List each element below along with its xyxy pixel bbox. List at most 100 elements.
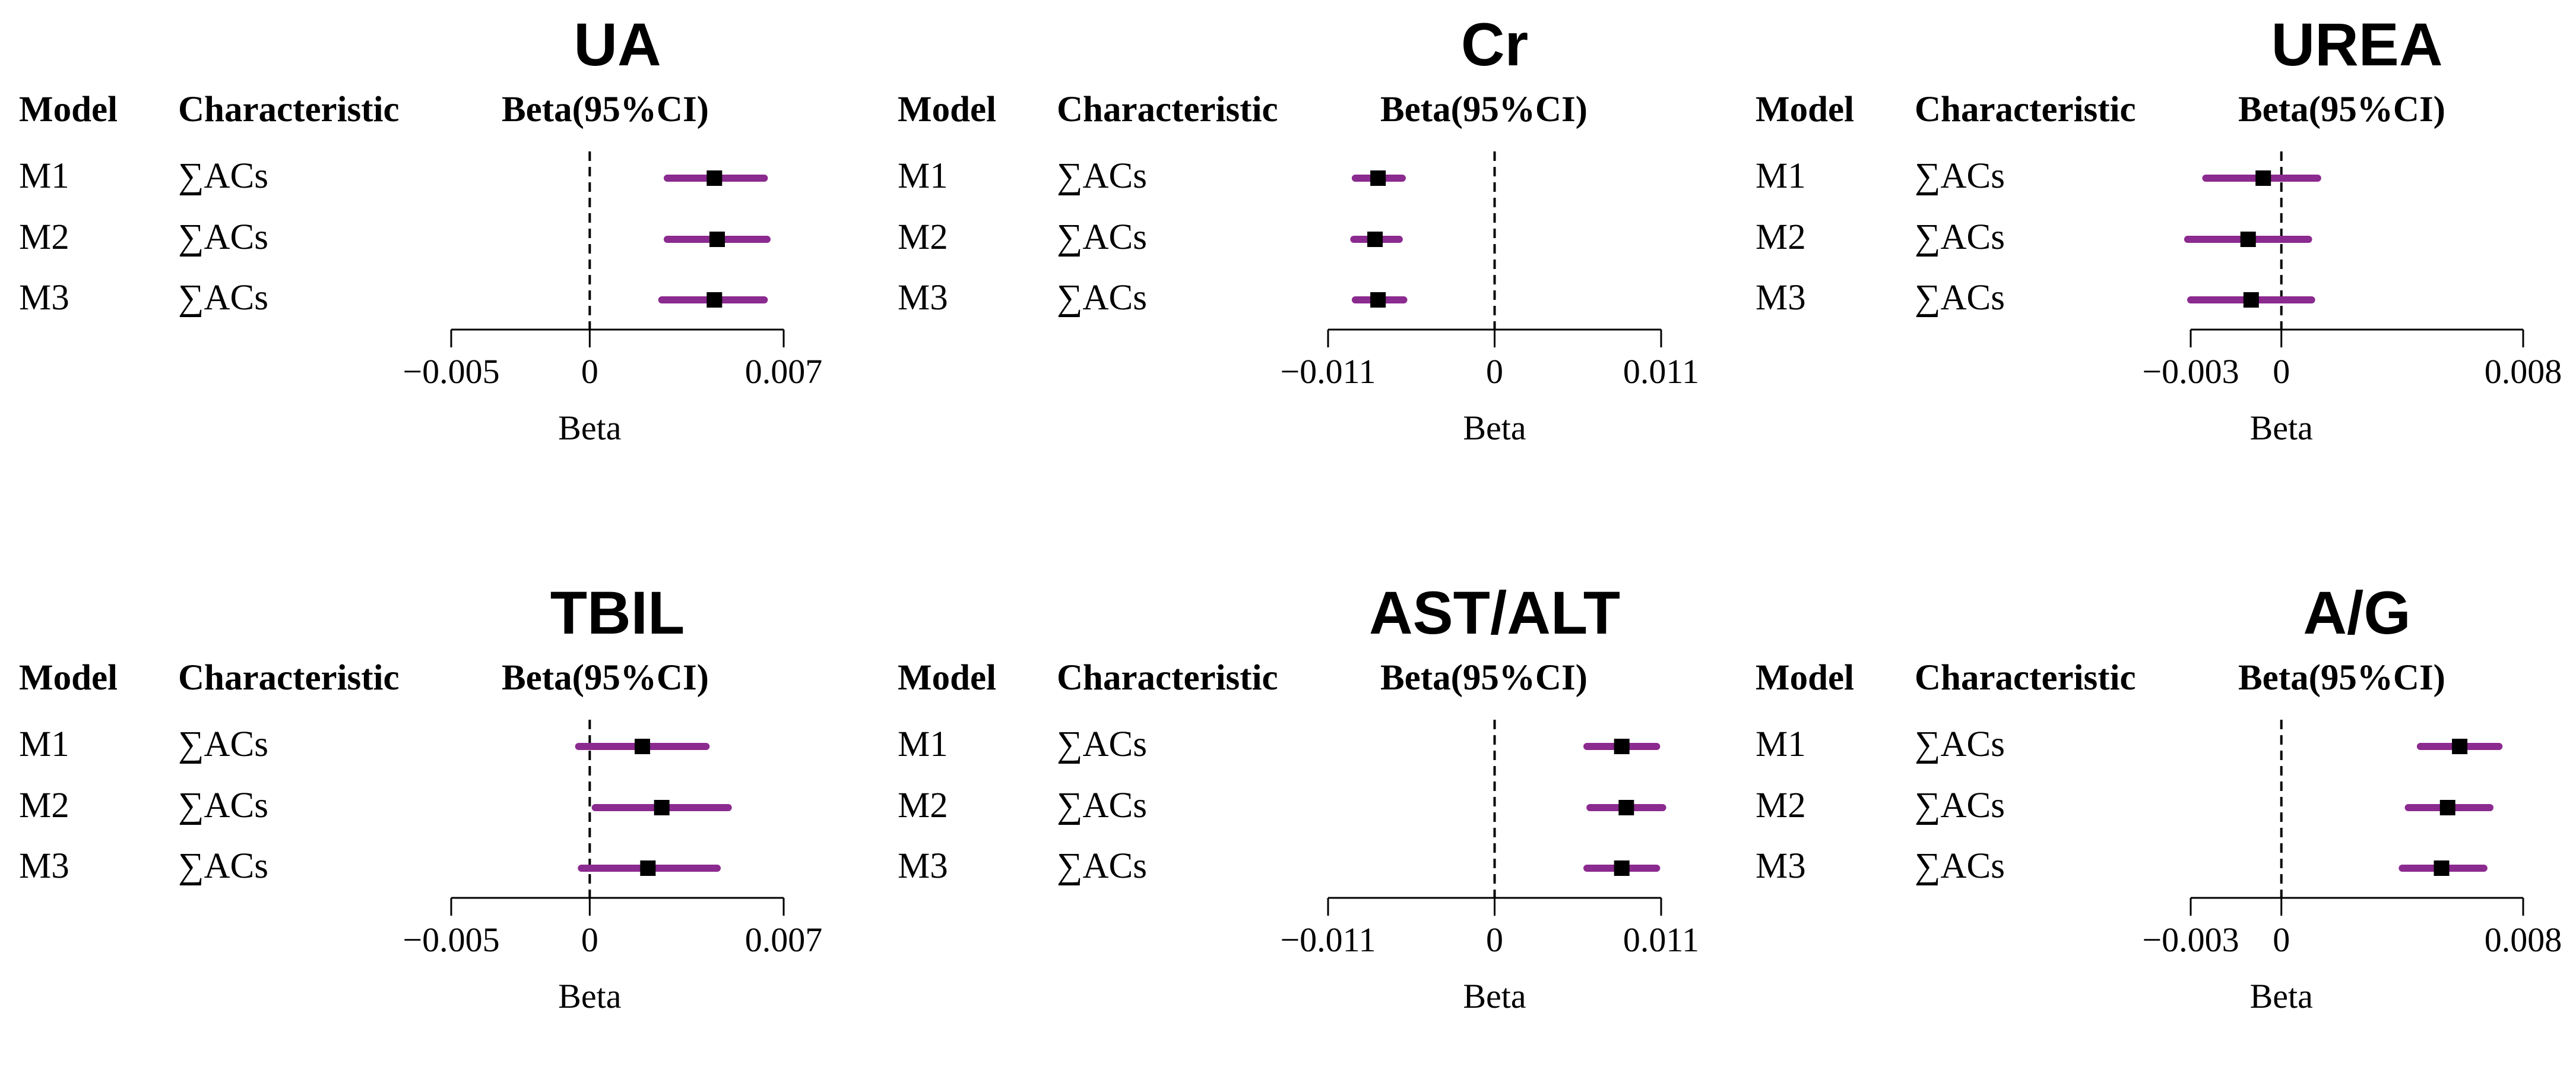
x-tick-label: 0 — [1486, 920, 1503, 959]
x-tick-label: 0.008 — [2485, 920, 2562, 959]
characteristic-cell: ∑ACs — [1057, 786, 1147, 825]
characteristic-cell: ∑ACs — [1057, 846, 1147, 886]
model-cell: M3 — [898, 846, 948, 886]
column-header-beta: Beta(95%CI) — [2238, 90, 2445, 129]
beta-point — [1618, 800, 1634, 815]
characteristic-cell: ∑ACs — [1915, 846, 2005, 886]
beta-point — [640, 860, 656, 876]
beta-point — [654, 800, 670, 815]
characteristic-cell: ∑ACs — [178, 217, 268, 257]
model-cell: M1 — [898, 724, 948, 764]
panel-title: A/G — [2303, 579, 2411, 647]
forest-plot: −0.003 0 0.008 Beta — [2142, 151, 2562, 447]
model-cell: M2 — [19, 217, 69, 257]
characteristic-cell: ∑ACs — [1057, 217, 1147, 257]
model-cell: M1 — [1756, 724, 1806, 764]
panel-title: TBIL — [550, 579, 685, 647]
panel-title: Cr — [1460, 11, 1529, 78]
x-tick-label: 0 — [2273, 352, 2290, 391]
model-cell: M1 — [1756, 156, 1806, 196]
beta-point — [635, 739, 650, 754]
column-header-model: Model — [1756, 90, 1855, 129]
x-tick-label: 0 — [581, 920, 598, 959]
model-cell: M3 — [19, 846, 69, 886]
x-tick-label: 0.011 — [1623, 920, 1699, 959]
model-cell: M3 — [1756, 278, 1806, 318]
characteristic-cell: ∑ACs — [1057, 724, 1147, 764]
beta-point — [2240, 232, 2256, 247]
x-tick-label: −0.003 — [2142, 920, 2239, 959]
x-axis-label: Beta — [1463, 409, 1526, 447]
beta-point — [2439, 800, 2455, 815]
x-tick-label: 0 — [581, 352, 598, 391]
characteristic-cell: ∑ACs — [1057, 156, 1147, 196]
model-cell: M1 — [19, 724, 69, 764]
x-tick-label: −0.005 — [403, 352, 499, 391]
x-tick-label: −0.005 — [403, 920, 499, 959]
panel-title: UA — [573, 11, 661, 78]
characteristic-cell: ∑ACs — [178, 786, 268, 825]
beta-point — [1614, 860, 1630, 876]
x-axis-label: Beta — [2250, 409, 2313, 447]
column-header-model: Model — [19, 658, 118, 698]
column-header-model: Model — [1756, 658, 1855, 698]
beta-point — [1614, 739, 1630, 754]
model-cell: M3 — [898, 278, 948, 318]
beta-point — [2452, 739, 2468, 754]
x-tick-label: 0 — [1486, 352, 1503, 391]
beta-point — [2434, 860, 2450, 876]
beta-point — [2243, 292, 2259, 308]
x-tick-label: 0.011 — [1623, 352, 1699, 391]
beta-point — [1370, 170, 1386, 186]
column-header-characteristic: Characteristic — [1057, 658, 1278, 698]
forest-panel: Cr Model Characteristic Beta(95%CI) M1 ∑ACs M2… — [879, 0, 1734, 511]
characteristic-cell: ∑ACs — [178, 156, 268, 196]
column-header-characteristic: Characteristic — [1057, 90, 1278, 129]
model-cell: M1 — [19, 156, 69, 196]
panel-title: UREA — [2271, 11, 2443, 78]
beta-point — [706, 292, 723, 308]
characteristic-cell: ∑ACs — [178, 846, 268, 886]
forest-plot: −0.005 0 0.007 Beta — [403, 720, 823, 1015]
beta-point — [1370, 292, 1386, 308]
forest-plot: −0.011 0 0.011 Beta — [1280, 151, 1699, 447]
beta-point — [2255, 170, 2271, 186]
forest-plot: −0.005 0 0.007 Beta — [403, 151, 823, 447]
beta-point — [709, 232, 725, 247]
beta-point — [706, 170, 723, 186]
column-header-beta: Beta(95%CI) — [1380, 658, 1588, 698]
characteristic-cell: ∑ACs — [1057, 278, 1147, 318]
model-cell: M2 — [898, 786, 948, 825]
x-tick-label: −0.011 — [1280, 920, 1376, 959]
x-tick-label: 0.007 — [745, 920, 823, 959]
model-cell: M3 — [1756, 846, 1806, 886]
forest-panel: AST/ALT Model Characteristic Beta(95%CI) M1 ∑… — [879, 568, 1734, 1079]
model-cell: M3 — [19, 278, 69, 318]
column-header-beta: Beta(95%CI) — [2238, 658, 2445, 698]
column-header-characteristic: Characteristic — [178, 90, 400, 129]
characteristic-cell: ∑ACs — [1915, 278, 2005, 318]
column-header-model: Model — [19, 90, 118, 129]
characteristic-cell: ∑ACs — [1915, 156, 2005, 196]
forest-panel: UA Model Characteristic Beta(95%CI) M1 ∑ACs M2… — [0, 0, 855, 511]
model-cell: M2 — [1756, 217, 1806, 257]
beta-point — [1367, 232, 1383, 247]
forest-panel: A/G Model Characteristic Beta(95%CI) M1 ∑ACs M… — [1737, 568, 2576, 1079]
characteristic-cell: ∑ACs — [1915, 786, 2005, 825]
column-header-characteristic: Characteristic — [1915, 658, 2136, 698]
x-tick-label: 0.008 — [2485, 352, 2562, 391]
model-cell: M2 — [1756, 786, 1806, 825]
forest-panel: TBIL Model Characteristic Beta(95%CI) M1 ∑ACs… — [0, 568, 855, 1079]
column-header-beta: Beta(95%CI) — [1380, 90, 1588, 129]
x-tick-label: −0.003 — [2142, 352, 2239, 391]
column-header-characteristic: Characteristic — [1915, 90, 2136, 129]
panel-title: AST/ALT — [1368, 579, 1621, 647]
x-tick-label: 0 — [2273, 920, 2290, 959]
column-header-characteristic: Characteristic — [178, 658, 400, 698]
x-axis-label: Beta — [1463, 977, 1526, 1015]
x-tick-label: 0.007 — [745, 352, 823, 391]
x-axis-label: Beta — [558, 977, 621, 1015]
column-header-model: Model — [898, 90, 997, 129]
column-header-beta: Beta(95%CI) — [502, 90, 709, 129]
x-tick-label: −0.011 — [1280, 352, 1376, 391]
